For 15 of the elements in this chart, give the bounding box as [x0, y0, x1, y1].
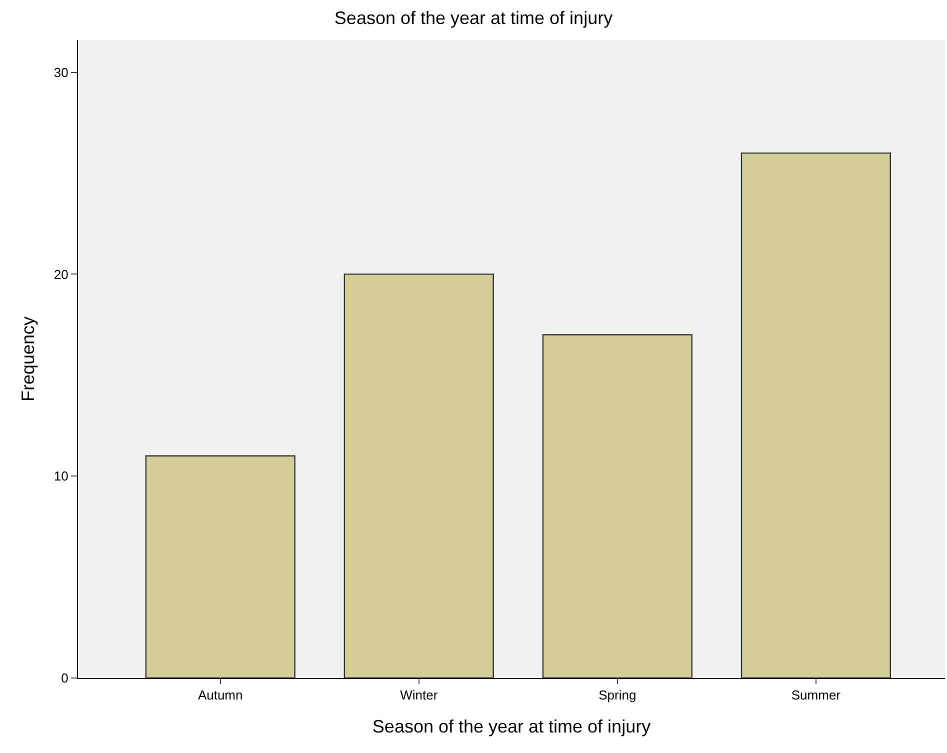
- bar: [542, 334, 692, 678]
- x-tick-label: Autumn: [198, 688, 243, 703]
- y-tick-label: 30: [54, 64, 68, 80]
- y-tick-label: 20: [54, 266, 68, 282]
- bar: [344, 274, 494, 678]
- y-axis-title: Frequency: [18, 316, 38, 402]
- bar: [740, 152, 891, 678]
- x-tick-label: Summer: [791, 688, 842, 703]
- x-axis-title: Season of the year at time of injury: [372, 716, 651, 737]
- chart-title: Season of the year at time of injury: [334, 8, 613, 28]
- bar: [145, 455, 296, 678]
- y-tick-label: 10: [54, 468, 68, 484]
- x-tick-label: Spring: [598, 688, 636, 703]
- y-tick-label: 0: [61, 670, 68, 686]
- x-tick-label: Winter: [400, 688, 438, 703]
